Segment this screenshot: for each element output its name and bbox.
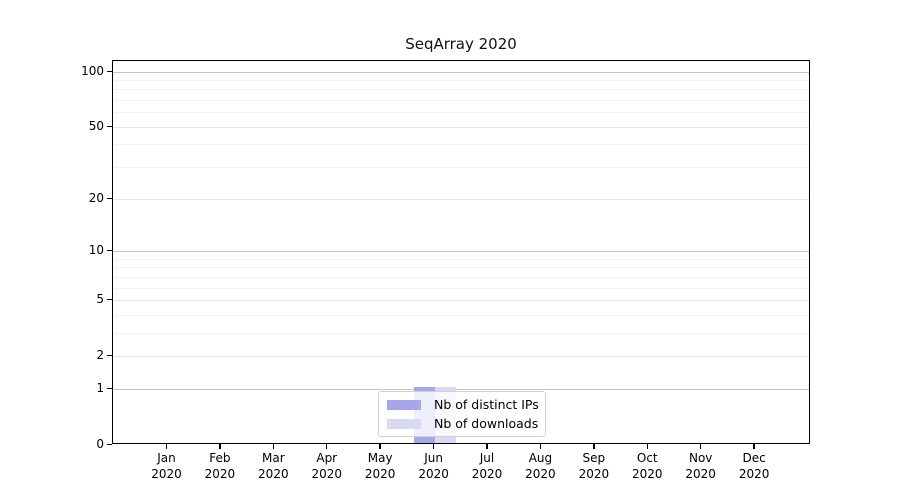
x-tick-year: 2020 [578, 467, 610, 481]
gridline-minor [113, 287, 809, 289]
gridline-major [113, 250, 809, 252]
x-tick-label: Nov 2020 [669, 450, 733, 482]
legend-swatch-downloads [387, 418, 421, 429]
gridline-minor [113, 144, 809, 146]
x-tick-mark [432, 444, 435, 449]
x-tick-label: Aug 2020 [508, 450, 572, 482]
x-tick-year: 2020 [204, 467, 236, 481]
x-tick-label: Sep 2020 [562, 450, 626, 482]
legend-item-downloads: Nb of downloads [387, 416, 545, 431]
legend-item-distinct-ips: Nb of distinct IPs [387, 397, 545, 412]
legend: Nb of distinct IPs Nb of downloads [378, 391, 546, 437]
x-tick-year: 2020 [151, 467, 182, 481]
y-tick-mark [107, 355, 112, 357]
x-tick-mark [539, 444, 542, 449]
y-tick-label: 50 [88, 118, 104, 133]
x-tick-mark [700, 444, 702, 449]
y-tick-mark [107, 249, 112, 252]
x-tick-year: 2020 [418, 467, 449, 481]
y-tick-label: 20 [88, 190, 104, 205]
x-tick-label: Mar 2020 [241, 450, 305, 482]
x-tick-year: 2020 [631, 467, 663, 481]
x-tick-year: 2020 [258, 467, 289, 481]
x-tick-mark [326, 444, 328, 449]
gridline-minor [113, 112, 809, 114]
gridline-minor [113, 332, 809, 334]
legend-swatch-distinct-ips [387, 399, 421, 410]
x-tick-month: May [367, 451, 393, 465]
x-tick-year: 2020 [364, 467, 396, 481]
x-tick-year: 2020 [685, 467, 716, 481]
x-tick-label: May 2020 [348, 450, 412, 482]
x-tick-month: Aug [528, 451, 553, 465]
x-tick-mark [379, 444, 381, 449]
gridline [113, 356, 809, 358]
x-tick-label: Jun 2020 [402, 450, 466, 482]
y-tick-label: 100 [81, 63, 104, 78]
gridline-minor [113, 167, 809, 169]
gridline [113, 126, 809, 128]
y-tick-label: 5 [96, 291, 104, 306]
y-tick-mark [107, 444, 112, 446]
x-tick-year: 2020 [471, 467, 503, 481]
x-tick-label: Oct 2020 [615, 450, 679, 482]
y-tick-label: 1 [96, 380, 104, 395]
gridline-major [113, 388, 809, 390]
x-tick-mark [219, 444, 221, 449]
x-tick-label: Jan 2020 [135, 450, 199, 482]
x-tick-month: Oct [636, 451, 658, 465]
gridline-minor [113, 89, 809, 91]
chart-title: SeqArray 2020 [405, 35, 517, 53]
x-tick-mark [165, 444, 168, 449]
gridline-minor [113, 258, 809, 260]
y-tick-mark [107, 387, 112, 390]
x-tick-label: Apr 2020 [295, 450, 359, 482]
gridline [113, 198, 809, 200]
y-tick-label: 10 [88, 242, 104, 257]
x-tick-mark [646, 444, 648, 449]
x-tick-month: Nov [688, 451, 713, 465]
y-tick-mark [107, 125, 112, 128]
x-tick-label: Feb 2020 [188, 450, 252, 482]
x-tick-mark [486, 444, 488, 449]
gridline-major [113, 71, 809, 73]
x-tick-label: Dec 2020 [722, 450, 786, 482]
gridline-minor [113, 100, 809, 102]
y-tick-mark [107, 70, 112, 72]
gridline [113, 299, 809, 301]
gridline-minor [113, 79, 809, 81]
legend-label-distinct-ips: Nb of distinct IPs [434, 397, 539, 412]
x-tick-month: Sep [582, 451, 606, 465]
gridline-minor [113, 314, 809, 316]
y-tick-mark [107, 197, 112, 199]
gridline-minor [113, 267, 809, 269]
x-tick-mark [272, 444, 275, 449]
x-tick-month: Jan [157, 451, 176, 465]
x-tick-month: Feb [209, 451, 231, 465]
x-tick-year: 2020 [525, 467, 556, 481]
x-tick-year: 2020 [738, 467, 770, 481]
y-tick-mark [107, 298, 112, 301]
gridline-minor [113, 276, 809, 278]
y-tick-label: 2 [96, 348, 104, 363]
plot-area: Nb of distinct IPs Nb of downloads [112, 60, 810, 444]
x-tick-month: Mar [262, 451, 285, 465]
x-tick-mark [753, 444, 755, 449]
x-tick-month: Jul [479, 451, 495, 465]
x-tick-mark [593, 444, 595, 449]
y-tick-label: 0 [96, 437, 104, 451]
x-tick-month: Jun [424, 451, 443, 465]
x-tick-month: Apr [316, 451, 338, 465]
legend-label-downloads: Nb of downloads [434, 416, 539, 431]
x-tick-month: Dec [742, 451, 766, 465]
x-tick-year: 2020 [311, 467, 343, 481]
x-tick-label: Jul 2020 [455, 450, 519, 482]
